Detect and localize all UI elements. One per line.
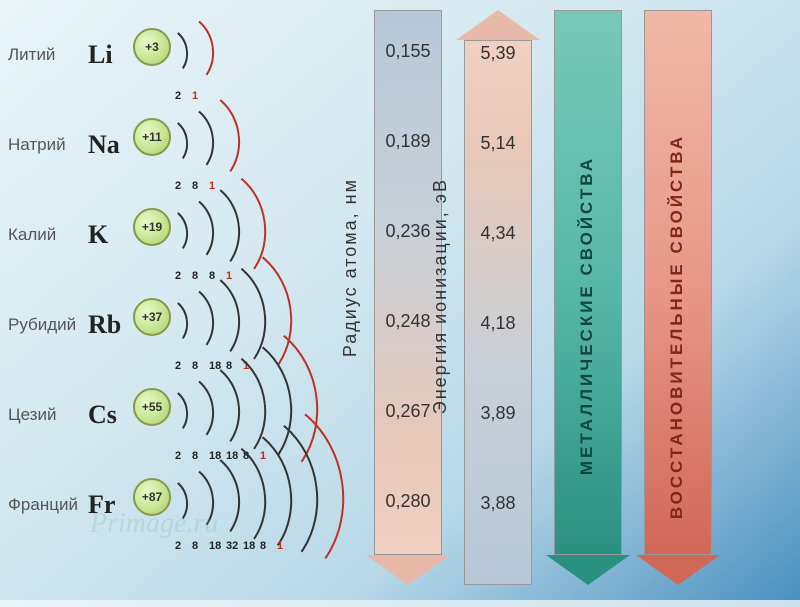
column-reduce: ВОССТАНОВИТЕЛЬНЫЕ СВОЙСТВА [636,10,720,590]
element-symbol: K [88,220,133,250]
column-value: 5,14 [465,133,531,154]
column-label: МЕТАЛЛИЧЕСКИЕ СВОЙСТВА [577,156,597,475]
element-symbol: Rb [88,310,133,340]
column-value: 0,280 [375,491,441,512]
element-row: ЛитийLi+321 [8,10,358,100]
atom-diagram: +11281 [133,100,353,190]
column-value: 4,18 [465,313,531,334]
column-value: 0,155 [375,41,441,62]
element-symbol: Na [88,130,133,160]
arrow-down-icon [636,555,720,585]
column-label: ВОССТАНОВИТЕЛЬНЫЕ СВОЙСТВА [667,134,687,519]
column-bar: ВОССТАНОВИТЕЛЬНЫЕ СВОЙСТВА [644,10,712,555]
electron-shell [143,9,219,93]
element-symbol: Fr [88,490,133,520]
element-name: Рубидий [8,315,88,335]
column-label: Радиус атома, нм [340,178,361,357]
column-label: Энергия ионизации, эВ [430,178,451,414]
column-value: 4,34 [465,223,531,244]
column-bar: 5,39 5,14 4,34 4,18 3,89 3,88 [464,40,532,585]
column-ion: 5,395,144,344,183,893,88Энергия ионизаци… [456,10,540,590]
column-value: 0,189 [375,131,441,152]
element-name: Калий [8,225,88,245]
column-value: 3,88 [465,493,531,514]
element-name: Натрий [8,135,88,155]
element-name: Литий [8,45,88,65]
column-value: 5,39 [465,43,531,64]
property-columns: 0,1550,1890,2360,2480,2670,280Радиус ато… [358,10,792,590]
shell-electron-count: 1 [277,540,283,552]
arrow-up-icon [456,10,540,40]
column-bar: МЕТАЛЛИЧЕСКИЕ СВОЙСТВА [554,10,622,555]
arrow-down-icon [546,555,630,585]
elements-list: ЛитийLi+321НатрийNa+11281КалийK+192881Ру… [8,10,358,590]
arrow-down-icon [366,555,450,585]
column-value: 3,89 [465,403,531,424]
element-symbol: Cs [88,400,133,430]
element-symbol: Li [88,40,133,70]
element-name: Цезий [8,405,88,425]
atom-diagram: +321 [133,10,353,100]
element-name: Франций [8,495,88,515]
element-row: ФранцийFr+872818321881 [8,460,358,550]
atom-diagram: +872818321881 [133,460,353,550]
column-metal: МЕТАЛЛИЧЕСКИЕ СВОЙСТВА [546,10,630,590]
